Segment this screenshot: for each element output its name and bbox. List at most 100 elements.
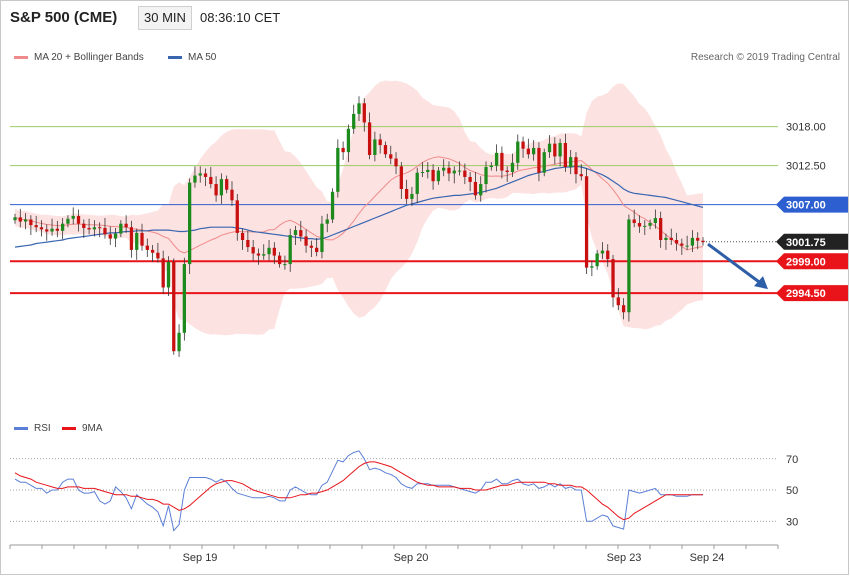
candle-body [150,249,155,253]
candle-body [505,170,509,172]
candle-body [277,255,282,265]
candle-body [690,237,695,246]
candle-body [473,181,478,196]
candle-body [230,189,234,201]
candle-body [426,169,430,172]
bollinger-band-fill [15,80,703,336]
moving-averages [14,156,704,254]
rsi-line [14,450,703,532]
candle-body [669,237,673,240]
candle-body [532,147,536,155]
candle-body [389,154,393,159]
candles [13,96,705,357]
candle-body [346,128,351,153]
level-tag-5 [776,285,848,302]
rsi-panel: 70 50 30 [10,450,798,532]
candle-body [637,223,642,227]
candle-body [39,227,44,230]
candle-body [177,332,181,352]
candle-body [494,152,499,166]
legend-rsi-label: RSI [34,423,51,434]
bollinger-band [15,80,703,336]
candle-body [87,227,91,230]
candle-body [71,215,75,219]
timestamp: 08:36:10 CET [200,10,281,25]
candle-body [98,227,102,229]
candle-body [82,223,86,228]
candle-body [13,217,17,221]
candle-body [526,148,530,155]
candle-body [659,218,663,240]
candle-body [367,122,372,155]
candle-body [272,247,276,256]
candle-body [484,167,488,185]
candle-body [235,200,239,233]
candle-body [34,225,38,228]
forecast-arrow [707,242,768,290]
candle-body [404,189,409,199]
timeframe-badge[interactable]: 30 MIN [138,6,192,30]
candle-body [584,176,589,268]
candle-body [256,253,261,256]
candle-body [352,113,356,129]
candle-body [124,223,128,228]
candle-body [309,245,314,248]
legend-ma20: MA 20 + Bollinger Bands [14,52,144,63]
candle-body [288,235,292,265]
arrow-head [754,276,768,290]
candle-body [23,219,28,222]
candle-body [135,232,139,250]
candle-body [193,175,197,183]
legend-ma50: MA 50 [168,52,216,63]
candle-body [431,169,435,182]
candle-body [420,172,425,173]
candle-body [145,245,149,250]
level-tag-4 [776,253,848,270]
candle-body [240,232,245,240]
candle-body [161,258,165,288]
level-label-5: 2994.50 [786,288,826,300]
candle-body [436,170,441,182]
candle-body [643,225,647,227]
candle-body [479,184,483,196]
candle-body [399,166,403,189]
candle-body [140,232,144,246]
level-label-3: 3001.75 [786,237,826,249]
candle-body [182,264,186,333]
level-label-1: 3012.50 [786,161,826,173]
candle-body [336,147,340,192]
instrument-title: S&P 500 (CME) [10,9,118,26]
candle-body [606,250,610,260]
candle-body [373,139,377,155]
candle-body [574,157,578,175]
level-lines [10,126,778,295]
candle-body [558,142,562,157]
x-axis-label-1: Sep 20 [394,552,429,564]
candle-body [283,264,287,266]
research-credit: Research © 2019 Trading Central [690,52,840,63]
arrow-shaft [707,242,763,286]
rsi-tick-label-2: 30 [786,516,798,528]
candle-body [188,182,192,265]
candle-body [246,240,250,248]
candle-body [119,223,123,234]
legend-rsi-ma-label: 9MA [82,423,103,434]
candle-body [600,250,605,254]
candle-body [18,217,22,222]
x-axis-label-3: Sep 24 [690,552,725,564]
candle-body [267,247,271,255]
candle-body [29,219,33,226]
candle-body [156,252,160,259]
candle-body [55,228,59,231]
candle-body [209,176,213,185]
candle-body [521,141,525,149]
candle-body [113,233,118,239]
candle-body [563,142,568,168]
candle-body [590,266,594,268]
legend-ma50-label: MA 50 [188,52,217,63]
candle-body [452,170,456,174]
candle-body [198,173,202,176]
candle-body [447,167,451,174]
candle-body [611,259,615,298]
